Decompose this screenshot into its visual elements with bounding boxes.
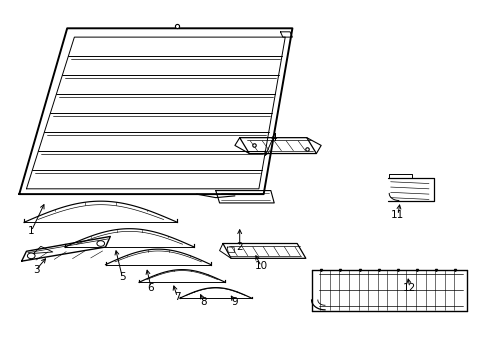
Text: 5: 5 bbox=[119, 272, 125, 282]
Text: 8: 8 bbox=[200, 297, 206, 307]
Text: 1: 1 bbox=[28, 226, 35, 236]
Text: 6: 6 bbox=[147, 283, 154, 293]
Text: 10: 10 bbox=[254, 261, 267, 271]
Text: 11: 11 bbox=[390, 210, 404, 220]
Text: 4: 4 bbox=[269, 133, 276, 143]
Text: 2: 2 bbox=[236, 242, 243, 252]
Text: 7: 7 bbox=[174, 292, 181, 302]
Text: 3: 3 bbox=[33, 265, 39, 275]
Text: 12: 12 bbox=[403, 283, 416, 293]
Text: 9: 9 bbox=[231, 297, 238, 307]
